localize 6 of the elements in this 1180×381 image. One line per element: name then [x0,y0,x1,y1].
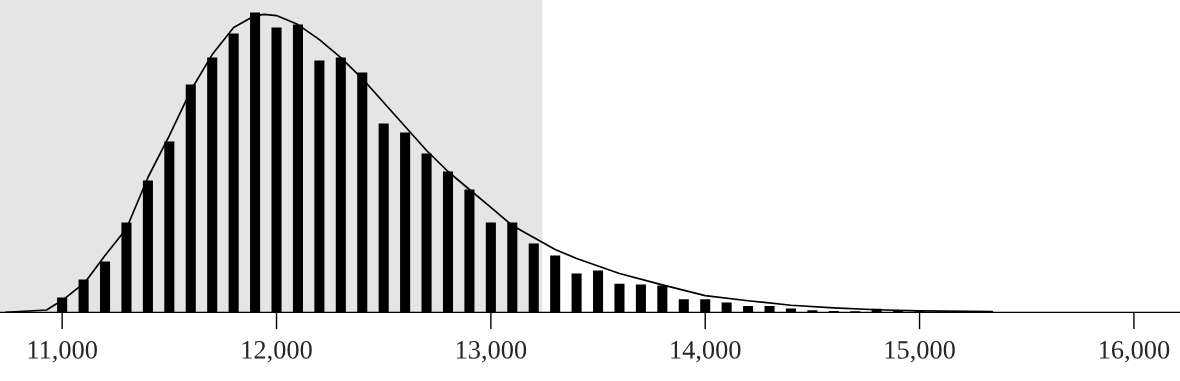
x-tick-label: 15,000 [885,340,955,363]
x-tick-label: 13,000 [456,340,527,363]
x-tick-label: 16,000 [1099,340,1170,363]
x-tick-label: 14,000 [671,340,741,363]
x-tick-label: 11,000 [28,340,97,363]
x-tick-label: 12,000 [242,340,312,363]
